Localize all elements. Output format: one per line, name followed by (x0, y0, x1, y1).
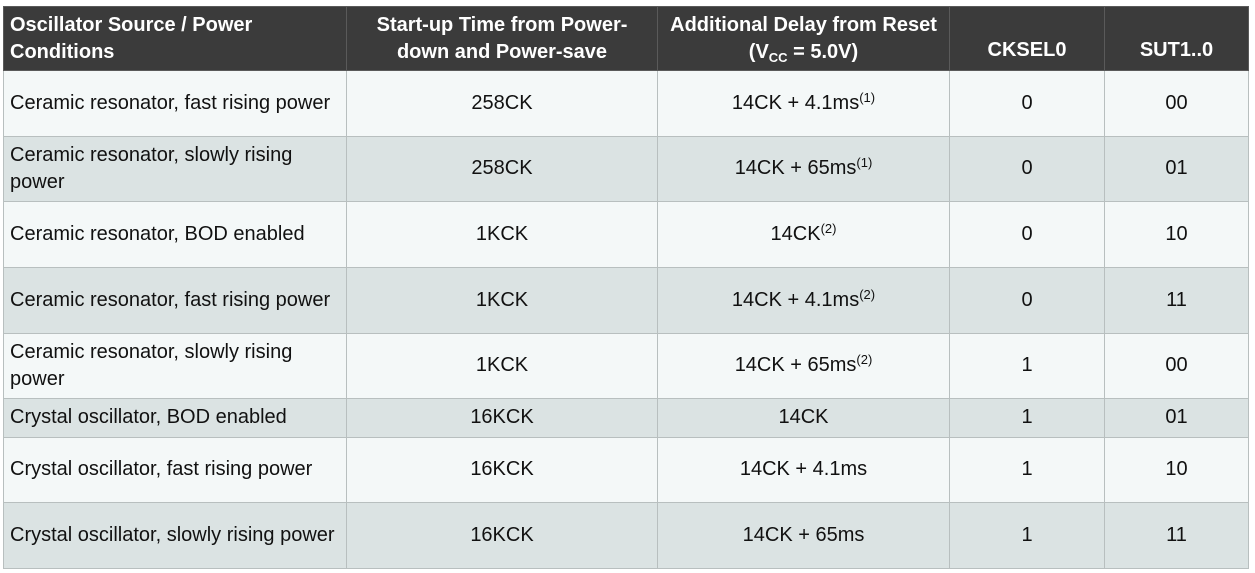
cell-cksel0: 0 (949, 70, 1105, 137)
footnote-ref: (1) (859, 89, 876, 105)
cell-oscillator-source: Ceramic resonator, fast rising power (3, 266, 347, 334)
table-row: Crystal oscillator, BOD enabled 16KCK 14… (3, 398, 1249, 438)
cell-oscillator-source: Ceramic resonator, fast rising power (3, 70, 347, 137)
cell-sut: 00 (1104, 70, 1249, 137)
header-delay-suffix: = 5.0V) (787, 40, 859, 63)
delay-value: 14CK + 4.1ms (731, 288, 860, 311)
delay-value: 14CK (778, 406, 829, 429)
cell-additional-delay: 14CK + 4.1ms(1) (657, 70, 950, 137)
cell-sut: 11 (1104, 266, 1249, 334)
cell-cksel0: 1 (949, 502, 1105, 569)
table-row: Ceramic resonator, fast rising power 1KC… (3, 266, 1249, 334)
cell-startup-time: 258CK (346, 70, 658, 137)
cell-cksel0: 1 (949, 436, 1105, 504)
header-oscillator-source: Oscillator Source / Power Conditions (3, 6, 347, 71)
footnote-ref: (1) (856, 155, 873, 171)
cell-oscillator-source: Crystal oscillator, fast rising power (3, 436, 347, 504)
header-startup-time: Start-up Time from Power-down and Power-… (346, 6, 658, 71)
table-row: Crystal oscillator, fast rising power 16… (3, 436, 1249, 504)
footnote-ref: (2) (820, 221, 837, 237)
cell-cksel0: 1 (949, 398, 1105, 438)
cell-oscillator-source: Crystal oscillator, slowly rising power (3, 502, 347, 569)
cell-additional-delay: 14CK + 65ms(1) (657, 135, 950, 203)
cell-oscillator-source: Crystal oscillator, BOD enabled (3, 398, 347, 438)
table-row: Crystal oscillator, slowly rising power … (3, 502, 1249, 569)
cell-startup-time: 258CK (346, 135, 658, 203)
cell-additional-delay: 14CK + 65ms(2) (657, 332, 950, 400)
cell-sut: 00 (1104, 332, 1249, 400)
cell-additional-delay: 14CK + 65ms (657, 502, 950, 569)
cell-additional-delay: 14CK + 4.1ms (657, 436, 950, 504)
cell-sut: 01 (1104, 135, 1249, 203)
header-delay-subscript: CC (768, 49, 788, 65)
table-row: Ceramic resonator, BOD enabled 1KCK 14CK… (3, 201, 1249, 268)
cell-startup-time: 1KCK (346, 266, 658, 334)
cell-startup-time: 1KCK (346, 332, 658, 400)
cell-cksel0: 0 (949, 201, 1105, 268)
table-row: Ceramic resonator, slowly rising power 1… (3, 332, 1249, 400)
cell-additional-delay: 14CK (657, 398, 950, 438)
table-row: Ceramic resonator, slowly rising power 2… (3, 135, 1249, 203)
footnote-ref: (2) (856, 352, 873, 368)
header-delay-prefix: Additional Delay from Reset (V (670, 13, 937, 63)
header-row: Oscillator Source / Power Conditions Sta… (3, 6, 1249, 71)
cell-sut: 10 (1104, 436, 1249, 504)
cell-oscillator-source: Ceramic resonator, BOD enabled (3, 201, 347, 268)
delay-value: 14CK (770, 223, 821, 246)
cell-sut: 10 (1104, 201, 1249, 268)
oscillator-startup-table: Oscillator Source / Power Conditions Sta… (3, 6, 1249, 569)
delay-value: 14CK + 65ms (742, 524, 865, 547)
cell-startup-time: 16KCK (346, 436, 658, 504)
cell-sut: 01 (1104, 398, 1249, 438)
cell-additional-delay: 14CK(2) (657, 201, 950, 268)
delay-value: 14CK + 65ms (734, 354, 857, 377)
delay-value: 14CK + 4.1ms (739, 458, 868, 481)
cell-startup-time: 16KCK (346, 502, 658, 569)
footnote-ref: (2) (859, 286, 876, 302)
cell-oscillator-source: Ceramic resonator, slowly rising power (3, 135, 347, 203)
cell-cksel0: 0 (949, 135, 1105, 203)
cell-startup-time: 1KCK (346, 201, 658, 268)
cell-sut: 11 (1104, 502, 1249, 569)
cell-startup-time: 16KCK (346, 398, 658, 438)
cell-cksel0: 1 (949, 332, 1105, 400)
header-cksel0: CKSEL0 (949, 6, 1105, 71)
cell-additional-delay: 14CK + 4.1ms(2) (657, 266, 950, 334)
header-additional-delay: Additional Delay from Reset (VCC = 5.0V) (657, 6, 950, 71)
cell-cksel0: 0 (949, 266, 1105, 334)
delay-value: 14CK + 65ms (734, 157, 857, 180)
table-row: Ceramic resonator, fast rising power 258… (3, 70, 1249, 137)
cell-oscillator-source: Ceramic resonator, slowly rising power (3, 332, 347, 400)
header-sut: SUT1..0 (1104, 6, 1249, 71)
delay-value: 14CK + 4.1ms (731, 91, 860, 114)
